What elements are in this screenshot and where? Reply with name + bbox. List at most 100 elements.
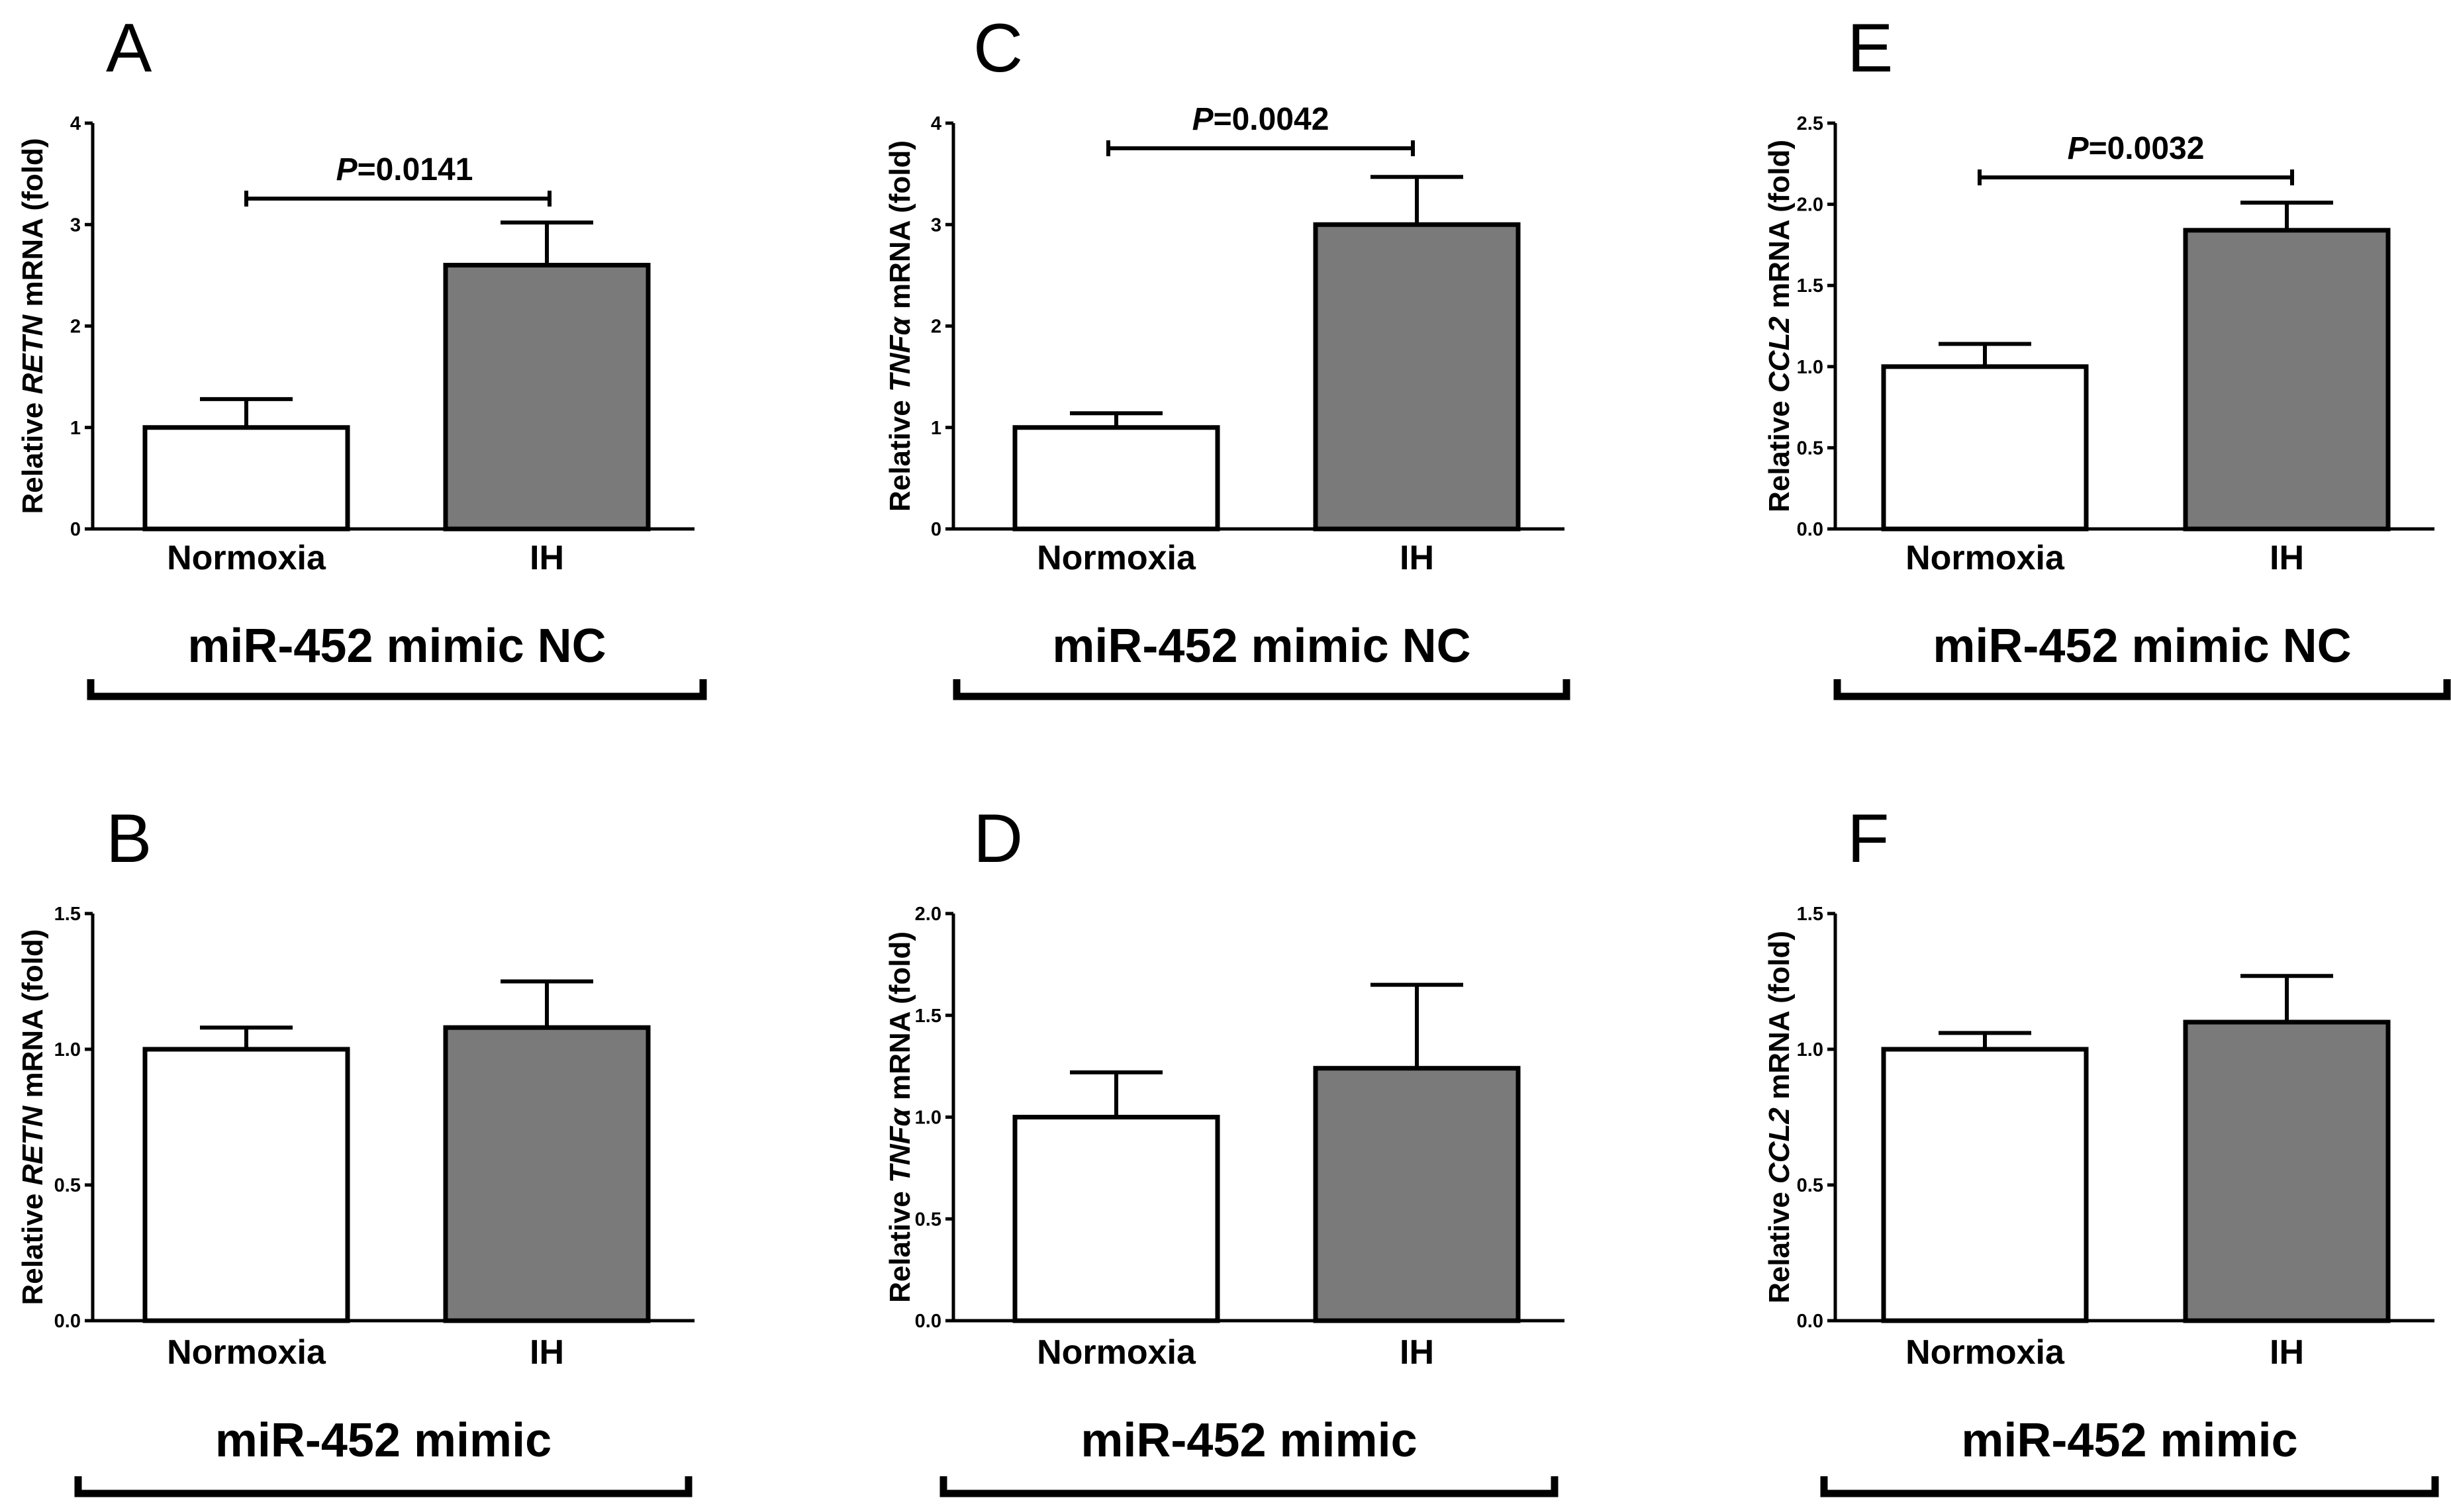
group-bracket: [1833, 679, 2451, 700]
panel-A: A 0 1 2 3 4 Relative RETN mRNA (fold) Normoxia I…: [17, 10, 707, 700]
p-value-number: =0.0042: [1214, 102, 1329, 137]
y-axis-label-prefix: Relative: [884, 392, 916, 512]
panel-D: D 0.0 0.5 1.0 1.5 2.0 Relative TNFα mRNA (fold…: [884, 800, 1564, 1497]
panel-letter: E: [1847, 10, 1893, 87]
category-label: IH: [2270, 1333, 2304, 1372]
y-axis-label-suffix: mRNA (fold): [884, 140, 916, 317]
category-label: IH: [1400, 539, 1434, 577]
category-label: IH: [2270, 539, 2304, 577]
p-value-letter: P: [1192, 102, 1214, 137]
y-tick-label: 1.0: [54, 1039, 81, 1061]
y-tick-label: 3: [931, 214, 941, 236]
y-tick-label: 0.0: [915, 1311, 941, 1332]
y-tick-label: 3: [70, 214, 81, 236]
category-label: Normoxia: [167, 1333, 326, 1372]
group-label: miR-452 mimic: [1961, 1414, 2297, 1467]
y-tick-label: 0.5: [915, 1209, 941, 1230]
y-axis-label-suffix: mRNA (fold): [17, 929, 49, 1106]
y-tick-label: 1.0: [915, 1108, 941, 1129]
y-axis-label-gene: CCL2: [1763, 316, 1796, 393]
group-label: miR-452 mimic: [215, 1414, 552, 1467]
y-axis-label-prefix: Relative: [17, 395, 49, 514]
y-axis-label-suffix: mRNA (fold): [1763, 140, 1796, 316]
y-axis-label-gene: RETN: [17, 314, 49, 395]
bar-ih: [1313, 1066, 1521, 1323]
panel-letter: C: [973, 10, 1023, 87]
y-axis-label-gene: TNFα: [884, 316, 916, 392]
y-tick-label: 1.0: [1797, 1039, 1823, 1061]
panel-letter: B: [106, 800, 152, 877]
bar-normoxia: [1012, 425, 1220, 532]
y-tick-label: 1.5: [54, 904, 81, 925]
category-label: Normoxia: [1905, 1333, 2065, 1372]
p-value-letter: P: [2068, 131, 2090, 166]
y-tick-label: 2.0: [1797, 195, 1823, 216]
y-axis-label-prefix: Relative: [1763, 1184, 1796, 1303]
panel-letter: A: [106, 10, 152, 87]
y-tick-label: 0.5: [54, 1175, 81, 1196]
y-tick-label: 2: [70, 316, 81, 338]
y-axis-label-prefix: Relative: [17, 1186, 49, 1305]
group-label: miR-452 mimic NC: [187, 620, 606, 673]
category-label: Normoxia: [1037, 1333, 1196, 1372]
category-label: IH: [1400, 1333, 1434, 1372]
category-label: Normoxia: [167, 539, 326, 577]
p-value-number: =0.0032: [2089, 131, 2205, 166]
category-label: IH: [530, 539, 564, 577]
bar-normoxia: [1881, 364, 2089, 532]
panel-letter: F: [1847, 800, 1890, 877]
y-tick-label: 0.0: [54, 1311, 81, 1332]
category-label: IH: [530, 1333, 564, 1372]
y-axis-label: Relative CCL2 mRNA (fold): [1763, 931, 1796, 1303]
bar-ih: [443, 1025, 651, 1323]
p-value-letter: P: [336, 152, 358, 187]
bar-ih: [2183, 1019, 2391, 1323]
panel-C: C 0 1 2 3 4 Relative TNFα mRNA (fold) Normoxia I…: [884, 10, 1570, 700]
y-tick-label: 1: [931, 418, 941, 439]
y-axis-label: Relative RETN mRNA (fold): [17, 929, 49, 1305]
bar-normoxia: [1881, 1047, 2089, 1323]
y-axis-label-gene: RETN: [17, 1106, 49, 1186]
y-tick-label: 1.5: [915, 1006, 941, 1027]
bar-ih: [1313, 222, 1521, 532]
y-tick-label: 4: [70, 113, 81, 134]
bar-ih: [443, 263, 651, 532]
y-axis-label: Relative TNFα mRNA (fold): [884, 931, 916, 1303]
group-label: miR-452 mimic NC: [1933, 620, 2351, 673]
group-bracket: [939, 1476, 1559, 1497]
group-bracket: [1820, 1476, 2439, 1497]
group-bracket: [74, 1476, 693, 1497]
y-axis-label-suffix: mRNA (fold): [17, 138, 49, 315]
p-value-number: =0.0141: [358, 152, 473, 187]
group-bracket: [953, 679, 1570, 700]
y-tick-label: 2: [931, 316, 941, 338]
y-tick-label: 0.5: [1797, 1175, 1823, 1196]
y-axis-label-prefix: Relative: [1763, 393, 1796, 512]
y-tick-label: 1.0: [1797, 357, 1823, 378]
y-tick-label: 4: [931, 113, 941, 134]
bar-normoxia: [142, 425, 350, 532]
bar-ih: [2183, 228, 2391, 532]
y-tick-label: 1.5: [1797, 275, 1823, 297]
bar-normoxia: [142, 1047, 350, 1323]
panel-letter: D: [973, 800, 1023, 877]
category-label: Normoxia: [1905, 539, 2065, 577]
p-value-label: P=0.0032: [2068, 131, 2205, 166]
group-bracket: [87, 679, 707, 700]
y-axis-label-prefix: Relative: [884, 1183, 916, 1303]
y-axis-label: Relative CCL2 mRNA (fold): [1763, 140, 1796, 512]
y-tick-label: 2.0: [915, 904, 941, 925]
y-axis-label-suffix: mRNA (fold): [1763, 931, 1796, 1108]
y-axis-label-suffix: mRNA (fold): [884, 931, 916, 1108]
y-tick-label: 0: [931, 519, 941, 540]
p-value-label: P=0.0042: [1192, 102, 1329, 137]
y-tick-label: 0.0: [1797, 1311, 1823, 1332]
p-value-label: P=0.0141: [336, 152, 473, 187]
y-axis-label: Relative TNFα mRNA (fold): [884, 140, 916, 512]
y-axis-label: Relative RETN mRNA (fold): [17, 138, 49, 514]
y-tick-label: 0: [70, 519, 81, 540]
